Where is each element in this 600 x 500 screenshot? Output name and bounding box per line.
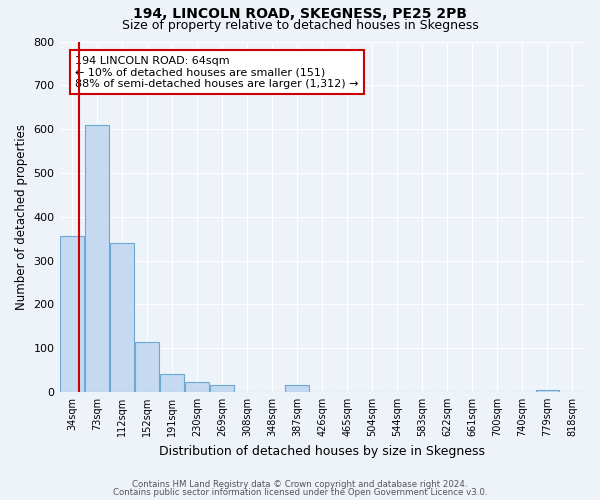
Bar — [160, 374, 184, 392]
Text: 194, LINCOLN ROAD, SKEGNESS, PE25 2PB: 194, LINCOLN ROAD, SKEGNESS, PE25 2PB — [133, 8, 467, 22]
Bar — [210, 386, 234, 392]
Bar — [135, 342, 159, 392]
Text: Size of property relative to detached houses in Skegness: Size of property relative to detached ho… — [122, 19, 478, 32]
Bar — [536, 390, 559, 392]
Bar — [110, 243, 134, 392]
Text: Contains HM Land Registry data © Crown copyright and database right 2024.: Contains HM Land Registry data © Crown c… — [132, 480, 468, 489]
X-axis label: Distribution of detached houses by size in Skegness: Distribution of detached houses by size … — [159, 444, 485, 458]
Y-axis label: Number of detached properties: Number of detached properties — [15, 124, 28, 310]
Bar — [185, 382, 209, 392]
Text: Contains public sector information licensed under the Open Government Licence v3: Contains public sector information licen… — [113, 488, 487, 497]
Bar — [85, 124, 109, 392]
Text: 194 LINCOLN ROAD: 64sqm
← 10% of detached houses are smaller (151)
88% of semi-d: 194 LINCOLN ROAD: 64sqm ← 10% of detache… — [76, 56, 359, 88]
Bar — [60, 236, 84, 392]
Bar — [286, 386, 309, 392]
